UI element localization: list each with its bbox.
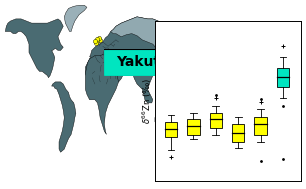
Bar xyxy=(165,122,177,137)
Y-axis label: $\delta^{66}$Zn (‰): $\delta^{66}$Zn (‰) xyxy=(141,78,154,124)
Bar xyxy=(277,68,289,87)
Polygon shape xyxy=(52,82,76,152)
Text: Yakut: Yakut xyxy=(116,55,160,69)
Bar xyxy=(187,119,200,135)
Polygon shape xyxy=(85,17,185,103)
FancyBboxPatch shape xyxy=(103,49,173,76)
Bar xyxy=(210,113,222,128)
Bar xyxy=(232,124,244,142)
Polygon shape xyxy=(111,17,182,50)
Polygon shape xyxy=(64,5,87,32)
Bar xyxy=(254,117,267,135)
Polygon shape xyxy=(5,19,63,78)
Polygon shape xyxy=(155,107,176,136)
Polygon shape xyxy=(85,55,119,134)
